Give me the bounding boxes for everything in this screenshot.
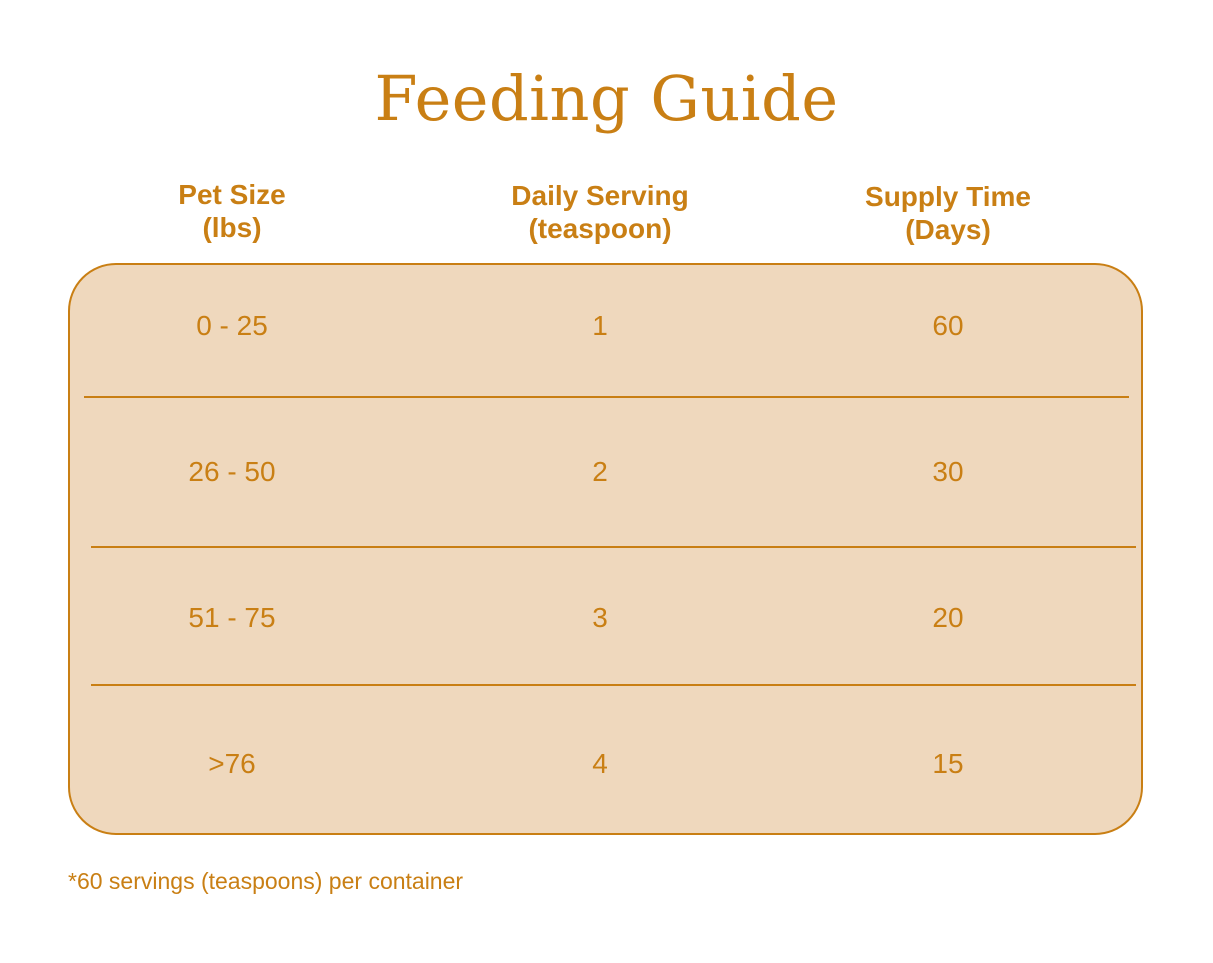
column-header-line: Daily Serving xyxy=(511,180,689,211)
column-header-daily-serving: Daily Serving (teaspoon) xyxy=(450,179,750,245)
row-divider xyxy=(84,396,1129,398)
column-header-unit: (Days) xyxy=(905,214,991,245)
table-cell-daily-serving: 3 xyxy=(592,602,608,633)
table-cell-supply-time: 60 xyxy=(932,310,964,341)
table-cell-supply-time: 15 xyxy=(932,748,964,779)
feeding-table xyxy=(68,263,1143,835)
footnote: *60 servings (teaspoons) per container xyxy=(68,868,464,894)
column-header-line: Supply Time xyxy=(865,181,1031,212)
column-header-pet-size: Pet Size (lbs) xyxy=(82,178,382,244)
column-header-line: Pet Size xyxy=(178,179,286,210)
table-cell-pet-size: 26 - 50 xyxy=(188,456,276,487)
table-cell-supply-time: 20 xyxy=(932,602,964,633)
column-header-unit: (teaspoon) xyxy=(528,213,672,244)
row-divider xyxy=(91,684,1136,686)
column-header-unit: (lbs) xyxy=(202,212,262,243)
table-cell-pet-size: 51 - 75 xyxy=(188,602,276,633)
table-cell-daily-serving: 4 xyxy=(592,748,608,779)
row-divider xyxy=(91,546,1136,548)
table-cell-pet-size: 0 - 25 xyxy=(196,310,268,341)
page-title: Feeding Guide xyxy=(374,62,839,135)
table-cell-pet-size: >76 xyxy=(208,748,256,779)
table-cell-daily-serving: 1 xyxy=(592,310,608,341)
table-cell-supply-time: 30 xyxy=(932,456,964,487)
table-cell-daily-serving: 2 xyxy=(592,456,608,487)
column-header-supply-time: Supply Time (Days) xyxy=(798,180,1098,246)
